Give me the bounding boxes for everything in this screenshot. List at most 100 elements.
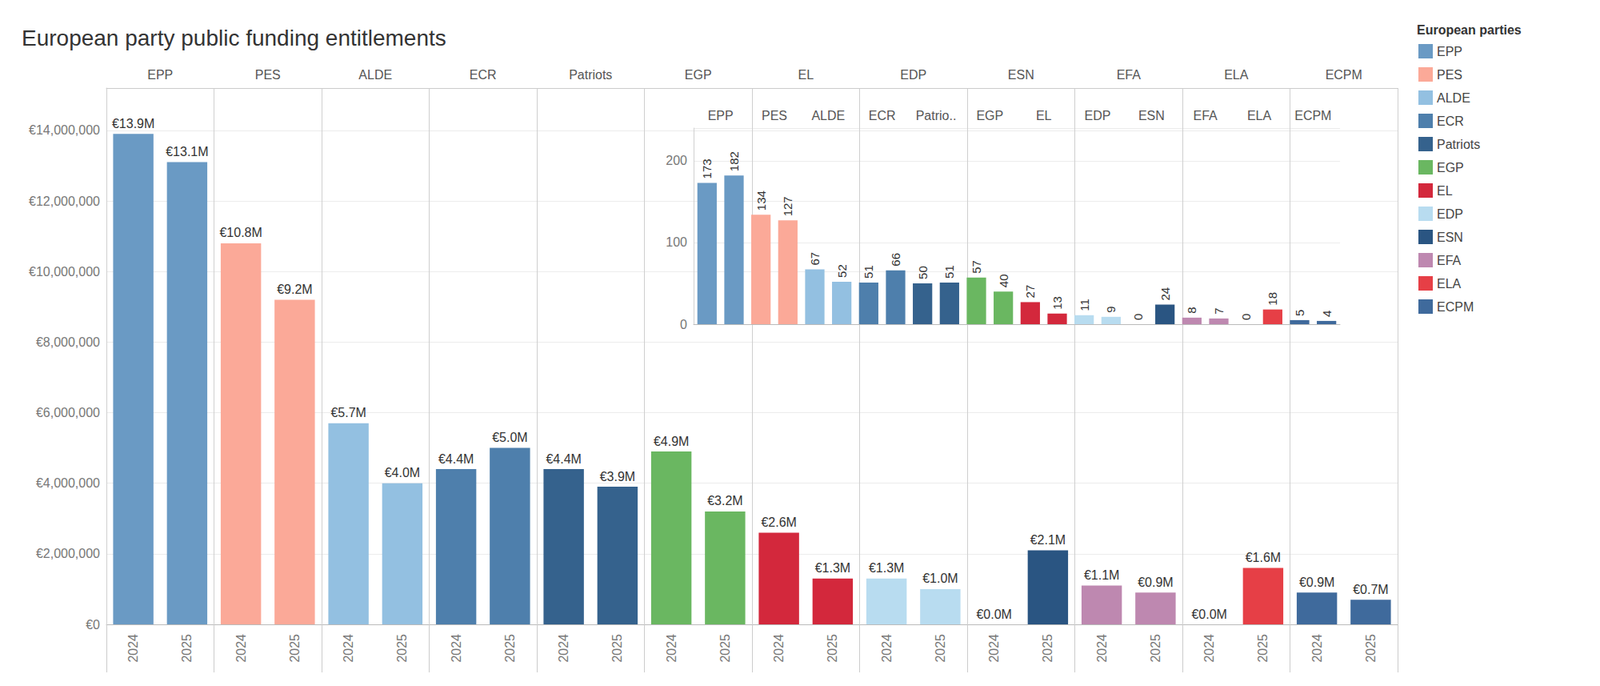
- svg-text:EDP: EDP: [1436, 207, 1464, 221]
- svg-text:182: 182: [727, 151, 741, 172]
- svg-text:ALDE: ALDE: [358, 68, 392, 82]
- svg-text:€5.0M: €5.0M: [492, 430, 528, 444]
- svg-text:Patriots: Patriots: [568, 68, 612, 82]
- svg-text:2024: 2024: [664, 633, 679, 663]
- svg-text:4: 4: [1320, 310, 1334, 317]
- svg-text:€4.4M: €4.4M: [438, 452, 474, 466]
- svg-text:9: 9: [1104, 305, 1118, 312]
- svg-text:2025: 2025: [1364, 633, 1378, 663]
- svg-text:ELA: ELA: [1247, 108, 1272, 123]
- svg-text:ESN: ESN: [1138, 108, 1165, 123]
- svg-text:0: 0: [1239, 313, 1253, 320]
- svg-text:ESN: ESN: [1436, 230, 1464, 244]
- svg-text:€2,000,000: €2,000,000: [36, 546, 100, 560]
- svg-text:€3.2M: €3.2M: [707, 493, 743, 508]
- svg-text:40: 40: [996, 273, 1011, 288]
- svg-text:€4.4M: €4.4M: [545, 452, 581, 466]
- svg-text:2024: 2024: [1202, 633, 1216, 663]
- svg-text:ESN: ESN: [1008, 68, 1035, 82]
- svg-text:EFA: EFA: [1436, 253, 1462, 268]
- svg-text:52: 52: [835, 264, 849, 278]
- svg-text:ECR: ECR: [469, 68, 497, 82]
- svg-text:€0.9M: €0.9M: [1137, 575, 1173, 589]
- svg-text:ECPM: ECPM: [1436, 300, 1474, 314]
- svg-text:€0.0M: €0.0M: [976, 607, 1012, 621]
- svg-text:2024: 2024: [341, 633, 356, 663]
- svg-text:€14,000,000: €14,000,000: [28, 123, 100, 137]
- svg-text:PES: PES: [1436, 68, 1463, 82]
- svg-text:2025: 2025: [288, 633, 302, 663]
- svg-text:ECR: ECR: [1436, 114, 1464, 128]
- svg-text:EDP: EDP: [900, 68, 927, 82]
- svg-text:57: 57: [969, 260, 984, 274]
- svg-text:2024: 2024: [880, 633, 894, 663]
- svg-text:2024: 2024: [556, 633, 571, 663]
- svg-text:2025: 2025: [718, 633, 732, 663]
- svg-text:€10.8M: €10.8M: [219, 225, 262, 240]
- svg-text:51: 51: [861, 264, 876, 279]
- svg-text:€0.9M: €0.9M: [1299, 575, 1335, 589]
- svg-text:ELA: ELA: [1224, 68, 1249, 82]
- svg-text:67: 67: [808, 252, 822, 266]
- svg-text:ECPM: ECPM: [1294, 108, 1332, 123]
- svg-text:EGP: EGP: [976, 108, 1004, 123]
- svg-text:€6,000,000: €6,000,000: [36, 405, 100, 420]
- svg-text:€13.1M: €13.1M: [165, 144, 208, 159]
- svg-text:€4.0M: €4.0M: [384, 465, 420, 480]
- svg-text:€10,000,000: €10,000,000: [28, 264, 100, 279]
- svg-text:€8,000,000: €8,000,000: [36, 335, 100, 349]
- svg-text:ECR: ECR: [868, 108, 896, 123]
- svg-text:27: 27: [1023, 284, 1037, 299]
- svg-text:0: 0: [1131, 313, 1145, 320]
- svg-text:€0.0M: €0.0M: [1191, 607, 1227, 621]
- svg-text:134: 134: [754, 190, 768, 211]
- svg-text:ALDE: ALDE: [811, 108, 845, 123]
- svg-text:2025: 2025: [395, 633, 409, 663]
- svg-text:€4,000,000: €4,000,000: [36, 476, 100, 490]
- svg-text:8: 8: [1184, 306, 1199, 313]
- svg-text:EPP: EPP: [147, 68, 173, 82]
- svg-text:2025: 2025: [1148, 633, 1163, 663]
- svg-text:2025: 2025: [180, 633, 194, 663]
- svg-text:11: 11: [1077, 298, 1092, 312]
- svg-text:EFA: EFA: [1193, 108, 1219, 123]
- svg-text:173: 173: [700, 158, 714, 179]
- svg-text:€3.9M: €3.9M: [600, 469, 636, 484]
- svg-text:66: 66: [888, 252, 903, 267]
- svg-text:European parties: European parties: [1416, 23, 1522, 37]
- svg-text:2024: 2024: [449, 633, 464, 663]
- svg-text:EPP: EPP: [1436, 44, 1463, 59]
- svg-text:EL: EL: [797, 68, 814, 82]
- svg-text:PES: PES: [761, 108, 788, 123]
- svg-text:European party public funding: European party public funding entitlemen…: [21, 25, 447, 51]
- svg-text:2024: 2024: [1310, 633, 1324, 663]
- svg-text:2024: 2024: [772, 633, 786, 663]
- svg-text:2024: 2024: [987, 633, 1001, 663]
- svg-text:ALDE: ALDE: [1436, 91, 1471, 105]
- svg-text:2025: 2025: [933, 633, 948, 663]
- svg-text:PES: PES: [255, 68, 281, 82]
- svg-text:5: 5: [1292, 309, 1307, 316]
- svg-text:ECPM: ECPM: [1325, 68, 1363, 82]
- svg-text:7: 7: [1212, 308, 1226, 315]
- svg-text:EFA: EFA: [1116, 68, 1142, 82]
- svg-text:€1.0M: €1.0M: [922, 571, 958, 585]
- svg-text:2025: 2025: [825, 633, 840, 663]
- svg-text:51: 51: [942, 264, 956, 279]
- svg-text:€4.9M: €4.9M: [653, 434, 689, 448]
- svg-text:2025: 2025: [610, 633, 624, 663]
- svg-text:€9.2M: €9.2M: [276, 282, 312, 296]
- svg-text:2025: 2025: [1040, 633, 1055, 663]
- svg-text:127: 127: [780, 196, 795, 216]
- svg-text:2024: 2024: [234, 633, 248, 663]
- svg-text:€1.3M: €1.3M: [868, 560, 904, 575]
- svg-text:€5.7M: €5.7M: [330, 405, 366, 420]
- svg-text:100: 100: [665, 235, 688, 249]
- svg-text:18: 18: [1265, 292, 1280, 306]
- svg-text:2024: 2024: [126, 633, 140, 663]
- svg-text:EL: EL: [1436, 184, 1453, 198]
- svg-text:2025: 2025: [503, 633, 517, 663]
- svg-text:€2.6M: €2.6M: [760, 515, 796, 529]
- svg-text:€12,000,000: €12,000,000: [28, 194, 100, 208]
- svg-text:2025: 2025: [1256, 633, 1270, 663]
